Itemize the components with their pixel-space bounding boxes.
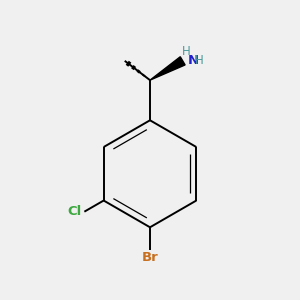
Text: H: H (182, 45, 191, 58)
Text: H: H (195, 54, 204, 67)
Polygon shape (150, 57, 185, 80)
Text: Br: Br (142, 251, 158, 264)
Text: Cl: Cl (67, 205, 81, 218)
Text: N: N (188, 54, 199, 67)
